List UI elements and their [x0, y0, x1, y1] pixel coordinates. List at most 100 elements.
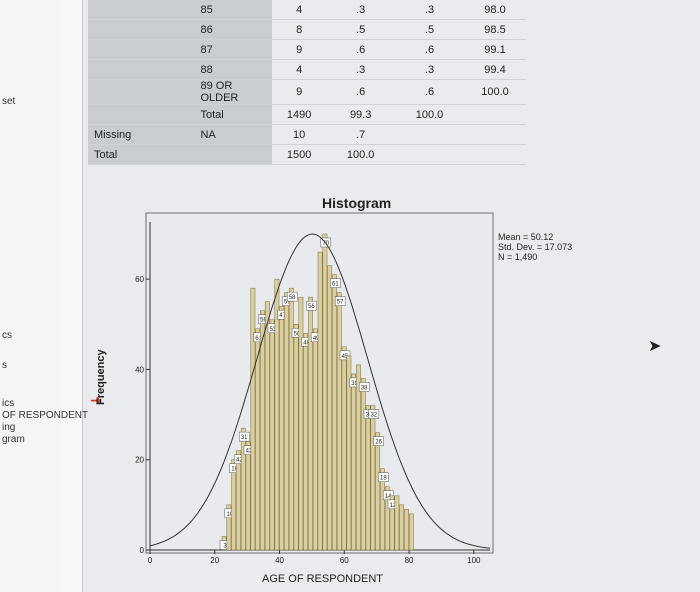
bar-label-box [349, 377, 360, 388]
histogram-bar [408, 513, 414, 551]
valid-percent-cell: .6 [395, 79, 464, 105]
outline-item[interactable]: gram [2, 434, 25, 445]
table-row: Missing NA 10.7 [88, 124, 526, 145]
bar-label: 39 [351, 381, 358, 387]
row-group-label [88, 19, 195, 40]
bar-label-box [330, 278, 341, 288]
bar-label-box [282, 296, 293, 306]
histogram-bar [240, 427, 246, 551]
stat-line: Mean = 50.12 [498, 232, 554, 242]
histogram-bar [298, 296, 304, 551]
bar-label: 61 [332, 282, 339, 288]
x-tick-label: 80 [405, 556, 414, 565]
chart-title: Histogram [322, 195, 392, 211]
bar-label: 3 [223, 543, 227, 549]
outline-item[interactable]: s [2, 360, 7, 371]
bar-label: 57 [337, 300, 344, 306]
stat-line: Std. Dev. = 17.073 [498, 242, 573, 252]
cumulative-percent-cell: 99.4 [463, 59, 526, 80]
valid-percent-cell: .6 [395, 39, 464, 60]
histogram-bar [245, 441, 251, 551]
row-label: 85 [194, 0, 273, 20]
histogram-bar [370, 405, 376, 551]
bar-label-box [373, 436, 384, 446]
bar-label: 70 [322, 241, 329, 247]
histogram-bar [255, 328, 261, 551]
bar-label: 56 [308, 304, 315, 310]
bar-label-box [306, 300, 317, 311]
frequency-cell: 4 [272, 59, 327, 80]
percent-cell: .7 [326, 124, 396, 145]
outline-item[interactable]: OF RESPONDENT [2, 410, 89, 421]
outline-item[interactable]: set [2, 96, 16, 107]
bar-label-box [243, 445, 255, 455]
row-group-label [88, 39, 195, 60]
histogram-bar [375, 432, 381, 551]
table-row: Total 1490 99.3 100.0 [88, 104, 526, 125]
y-axis-label: Frequency [95, 349, 107, 405]
bar-label: 18 [231, 467, 238, 473]
plot-panel [145, 212, 494, 554]
histogram-bar [260, 310, 265, 551]
outline-item[interactable]: cs [2, 330, 12, 341]
x-tick-label: 40 [275, 556, 284, 565]
bar-label-box [258, 314, 269, 324]
histogram-bar [380, 468, 385, 551]
histogram-bar [264, 301, 270, 551]
valid-percent-cell: .3 [395, 0, 464, 20]
row-group-label: Missing [88, 124, 195, 145]
percent-cell: 99.3 [326, 104, 396, 125]
bar-label: 14 [385, 494, 392, 500]
bar-label: 56 [260, 318, 267, 324]
mouse-cursor-icon: ➤ [648, 338, 662, 355]
bar-label-box [301, 337, 312, 347]
outline-item[interactable]: ics [2, 398, 15, 409]
bar-label: 42 [236, 458, 243, 464]
row-label [194, 144, 273, 165]
x-tick-label: 0 [148, 556, 153, 565]
cumulative-percent-cell [463, 144, 526, 165]
bar-label: 38 [361, 385, 368, 391]
y-tick-label: 40 [135, 365, 144, 374]
row-group-label [88, 104, 195, 125]
bar-label: 49 [313, 336, 320, 342]
bar-label-box [310, 332, 322, 343]
row-group-label: Total [88, 144, 195, 165]
x-tick-label: 100 [467, 556, 481, 565]
valid-percent-cell [395, 124, 464, 145]
histogram-bar [312, 328, 318, 551]
valid-percent-cell [395, 144, 464, 165]
row-group-label [88, 79, 195, 105]
table-row: 85 4.3.3 98.0 [88, 0, 526, 20]
row-group-label [88, 0, 195, 20]
bar-label-box [277, 309, 288, 320]
percent-cell: .5 [326, 19, 396, 40]
outline-gutter [62, 0, 83, 592]
valid-percent-cell: .5 [395, 19, 464, 40]
histogram-bar [322, 233, 328, 551]
table-row: 88 4.3.3 99.4 [88, 59, 526, 80]
bar-label-box [267, 323, 279, 334]
chart-stats: Mean = 50.12 Std. Dev. = 17.073 N = 1,490 [498, 232, 572, 262]
histogram-bar [236, 450, 241, 551]
outline-item[interactable]: ing [2, 422, 16, 433]
bar-label-box [219, 540, 231, 550]
histogram-bar [360, 378, 366, 551]
cumulative-percent-cell: 100.0 [463, 79, 526, 105]
frequency-cell: 9 [272, 79, 327, 105]
bar-label-box [238, 431, 250, 442]
histogram-bar [384, 486, 390, 551]
bar-label-box [229, 463, 240, 473]
histogram-bar [351, 373, 357, 551]
outline-pane [0, 0, 83, 592]
row-label: 89 OR OLDER [194, 79, 273, 105]
bar-label-box [286, 291, 298, 302]
histogram-bar [389, 495, 395, 551]
histogram-bar [404, 509, 409, 551]
cumulative-percent-cell: 99.1 [463, 39, 526, 60]
x-axis-label: AGE OF RESPONDENT [262, 573, 384, 585]
bar-label: 18 [380, 476, 387, 482]
y-tick-label: 0 [140, 546, 145, 555]
histogram-bar [356, 364, 361, 551]
cumulative-percent-cell: 98.0 [463, 0, 526, 20]
